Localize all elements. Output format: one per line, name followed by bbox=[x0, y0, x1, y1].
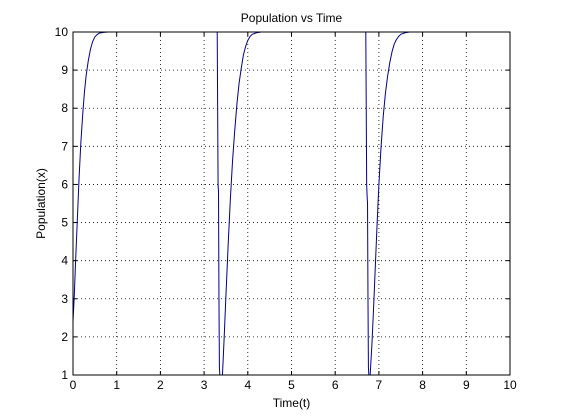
x-tick-label: 10 bbox=[503, 378, 517, 392]
y-tick-label: 3 bbox=[61, 292, 68, 306]
y-tick-label: 9 bbox=[61, 63, 68, 77]
population-line-segment bbox=[365, 31, 370, 376]
x-tick-label: 9 bbox=[463, 378, 470, 392]
y-tick-label: 2 bbox=[61, 330, 68, 344]
x-tick-label: 6 bbox=[332, 378, 339, 392]
y-axis-label: Population(x) bbox=[34, 168, 48, 239]
plot-area bbox=[73, 32, 510, 375]
population-line-segment bbox=[369, 31, 419, 376]
x-tick-label: 4 bbox=[244, 378, 251, 392]
y-tick-label: 1 bbox=[61, 368, 68, 382]
y-tick-label: 10 bbox=[55, 25, 69, 39]
x-tick-label: 0 bbox=[70, 378, 77, 392]
data-lines bbox=[72, 31, 419, 376]
x-tick-label: 1 bbox=[113, 378, 120, 392]
y-tick-label: 6 bbox=[61, 177, 68, 191]
x-tick-label: 3 bbox=[201, 378, 208, 392]
x-tick-label: 2 bbox=[157, 378, 164, 392]
x-tick-label: 7 bbox=[376, 378, 383, 392]
x-tick-label: 8 bbox=[419, 378, 426, 392]
population-line-segment bbox=[72, 31, 117, 322]
population-line-segment bbox=[221, 31, 270, 376]
y-tick-label: 4 bbox=[61, 254, 68, 268]
x-axis-label: Time(t) bbox=[273, 396, 311, 410]
y-tick-label: 7 bbox=[61, 139, 68, 153]
y-tick-label: 8 bbox=[61, 101, 68, 115]
chart-title: Population vs Time bbox=[241, 11, 343, 25]
y-tick-label: 5 bbox=[61, 216, 68, 230]
x-tick-label: 5 bbox=[288, 378, 295, 392]
grid-lines bbox=[73, 32, 510, 375]
population-line-segment bbox=[216, 31, 221, 376]
